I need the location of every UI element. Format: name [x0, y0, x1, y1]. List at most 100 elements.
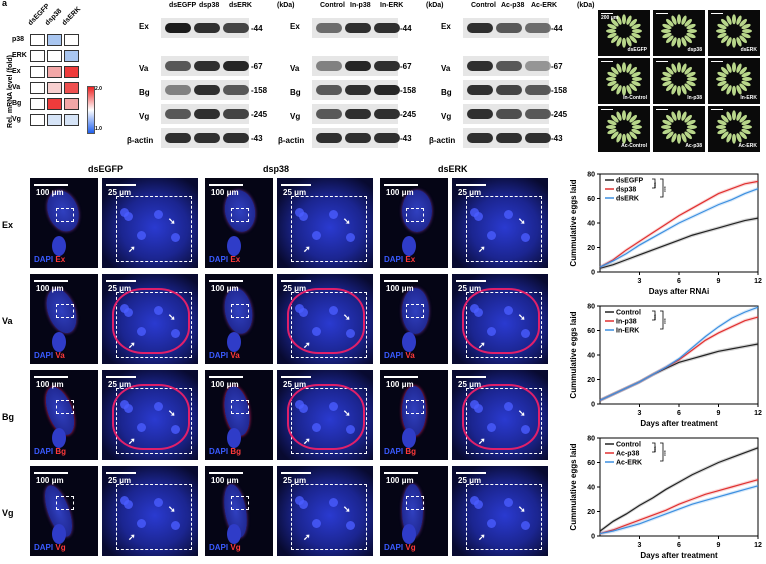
- egg: [741, 32, 751, 39]
- blot-strip: [312, 56, 400, 76]
- arrow-icon: ➘: [343, 408, 351, 418]
- marker-label: Vg: [55, 543, 66, 552]
- blot-band: [467, 23, 493, 33]
- blot-kda: -44: [251, 24, 263, 33]
- y-tick-label: 0: [591, 402, 595, 409]
- nucleus: [124, 308, 133, 317]
- series-line-dsERK: [599, 188, 759, 268]
- egg: [720, 114, 729, 123]
- egg: [686, 23, 696, 30]
- egg-ring: [606, 14, 642, 48]
- nucleus: [504, 498, 513, 507]
- egg: [720, 83, 729, 92]
- overview-scalebar: [34, 280, 68, 282]
- series-band-dsEGFP: [600, 216, 758, 271]
- blot-row-label: Va: [290, 64, 300, 73]
- blot-kda: -43: [251, 134, 263, 143]
- blot-band: [345, 85, 371, 95]
- nucleus: [521, 521, 530, 530]
- blot-band: [525, 23, 551, 33]
- egg: [720, 131, 729, 140]
- y-tick-label: 20: [587, 377, 595, 384]
- x-tick-label: 3: [638, 542, 642, 549]
- egg: [726, 63, 732, 73]
- nucleus: [171, 521, 180, 530]
- y-tick-label: 60: [587, 196, 595, 203]
- zoom-scalebar: [456, 472, 486, 474]
- arrow-icon: ➚: [128, 532, 136, 542]
- blot-band: [525, 133, 551, 143]
- ovariole-tip: [402, 332, 416, 352]
- y-tick-label: 40: [587, 485, 595, 492]
- egg: [726, 85, 732, 95]
- blot-col-label: In-ERK: [380, 2, 404, 9]
- zoom-scale-text: 25 μm: [458, 284, 482, 293]
- blot-band: [496, 61, 522, 71]
- series-line-Ac-ERK: [599, 485, 759, 535]
- membrane-signal: [287, 384, 365, 450]
- nucleus: [329, 402, 338, 411]
- egg: [677, 62, 681, 73]
- arrow-icon: ➚: [303, 532, 311, 542]
- egg: [677, 85, 681, 96]
- ovariole-tip: [52, 332, 66, 352]
- heatmap-cell: [47, 66, 62, 78]
- blot-band: [374, 109, 400, 119]
- arrow-icon: ➘: [168, 408, 176, 418]
- x-axis-label: Days after RNAi: [649, 287, 709, 296]
- egg: [717, 80, 727, 87]
- egg: [661, 77, 671, 81]
- marker-label: Va: [405, 351, 415, 360]
- colorbar-tick-max: 2.0: [95, 86, 102, 92]
- zoom-image: ➚ ➘ 25 μm: [277, 370, 373, 460]
- blot-row-label: Vg: [290, 112, 301, 121]
- sig-label: ***: [654, 182, 660, 188]
- egg: [631, 128, 641, 135]
- overview-scale-text: 100 μm: [211, 188, 239, 197]
- egg: [662, 119, 672, 126]
- egg: [662, 32, 672, 39]
- egg: [726, 133, 732, 143]
- egg: [629, 66, 638, 75]
- overview-scalebar: [34, 184, 68, 186]
- ovariole-tip: [402, 236, 416, 256]
- arrow-icon: ➘: [168, 504, 176, 514]
- zoom-box: [406, 208, 424, 222]
- series-line-In-ERK: [599, 306, 759, 401]
- blot-kda: -67: [400, 62, 412, 71]
- nucleus: [299, 404, 308, 413]
- heatmap-cell: [30, 50, 45, 62]
- marker-label: Va: [55, 351, 65, 360]
- egg: [607, 119, 617, 126]
- sig-label: ***: [664, 186, 670, 192]
- nucleus: [487, 327, 496, 336]
- egg: [717, 71, 727, 78]
- overview-scale-text: 100 μm: [36, 476, 64, 485]
- overview-scale-text: 100 μm: [211, 380, 239, 389]
- zoom-image: ➚ ➘ 25 μm: [102, 466, 198, 556]
- egg: [607, 128, 617, 135]
- blot-band: [374, 85, 400, 95]
- zoom-image: ➚ ➘ 25 μm: [277, 466, 373, 556]
- blot-strip: [463, 128, 551, 148]
- egg: [665, 114, 674, 123]
- egg: [717, 128, 727, 135]
- microscopy-grid: dsEGFP dsp38 dsERK Ex 100 μm DAPI Ex ➚ ➘ 25 μm 10…: [0, 162, 552, 564]
- arrow-icon: ➚: [128, 436, 136, 446]
- western-blots: dsEGFP dsp38 dsERK (kDa) Ex -44 Va -67 Bg -158 Vg -…: [125, 0, 595, 150]
- blot-band: [467, 109, 493, 119]
- egg: [622, 14, 626, 25]
- blot-kda: -158: [251, 86, 268, 95]
- egg: [732, 85, 736, 96]
- egg: [622, 110, 626, 121]
- blot-band: [496, 85, 522, 95]
- membrane-signal: [112, 384, 190, 450]
- egg: [720, 35, 729, 44]
- arrow-icon: ➚: [128, 340, 136, 350]
- blot-row-label: Ex: [139, 22, 149, 31]
- nucleus: [154, 402, 163, 411]
- overview-image: 100 μm DAPI Bg: [30, 370, 98, 460]
- zoom-dashed-box: [466, 484, 542, 550]
- arrow-icon: ➘: [518, 216, 526, 226]
- egg: [726, 37, 732, 47]
